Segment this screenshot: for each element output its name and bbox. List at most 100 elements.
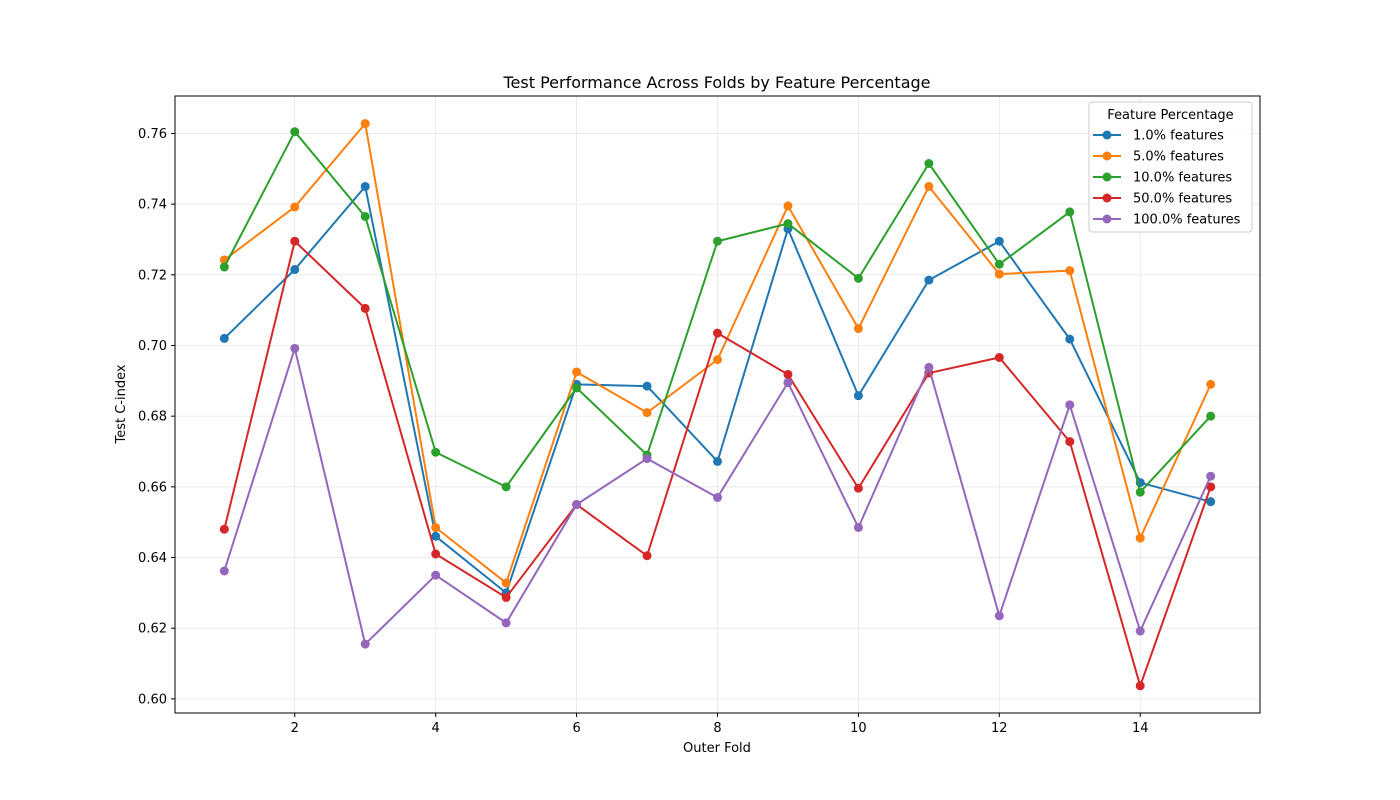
data-point xyxy=(360,181,370,191)
data-point xyxy=(783,201,793,211)
x-axis-label: Outer Fold xyxy=(683,741,751,756)
data-point xyxy=(1206,411,1216,421)
data-point xyxy=(713,355,722,365)
data-point xyxy=(219,524,229,534)
y-tick-label: 0.72 xyxy=(138,268,167,283)
data-point xyxy=(1065,437,1075,447)
data-point xyxy=(1135,533,1145,543)
legend-label: 10.0% features xyxy=(1133,171,1232,186)
data-point xyxy=(431,570,441,580)
data-point xyxy=(360,639,370,649)
data-point xyxy=(1065,334,1075,344)
data-point xyxy=(290,236,300,246)
data-point xyxy=(924,158,934,168)
data-point xyxy=(431,522,441,532)
data-point xyxy=(853,273,863,283)
y-tick-label: 0.76 xyxy=(138,127,167,142)
x-tick-label: 6 xyxy=(572,721,580,736)
data-point xyxy=(501,482,511,492)
data-point xyxy=(642,551,652,561)
y-tick-label: 0.60 xyxy=(138,692,167,707)
data-point xyxy=(501,592,511,602)
data-point xyxy=(431,447,441,457)
data-point xyxy=(1065,207,1075,217)
x-tick-label: 14 xyxy=(1132,721,1149,736)
data-point xyxy=(290,202,300,212)
data-point xyxy=(572,500,582,510)
data-point xyxy=(219,566,229,576)
data-point xyxy=(713,456,722,466)
legend-box xyxy=(1088,101,1253,233)
data-point xyxy=(501,618,511,628)
data-point xyxy=(994,259,1004,269)
legend-label: 1.0% features xyxy=(1133,129,1224,144)
data-point xyxy=(642,381,652,391)
series-group xyxy=(219,119,1216,691)
data-point xyxy=(853,522,863,532)
data-point xyxy=(1206,482,1216,492)
data-point xyxy=(219,333,229,343)
y-axis-label: Test C-index xyxy=(114,364,129,444)
data-point xyxy=(290,265,300,275)
data-point xyxy=(501,578,511,588)
x-tick-label: 10 xyxy=(850,721,867,736)
data-point xyxy=(853,391,863,401)
legend-marker xyxy=(1102,193,1112,203)
grid-lines xyxy=(175,96,1260,713)
y-tick-label: 0.74 xyxy=(138,198,167,213)
legend-title: Feature Percentage xyxy=(1107,108,1233,123)
x-tick-label: 8 xyxy=(713,721,721,736)
data-point xyxy=(994,269,1004,279)
axis-ticks: 2 4 6 8 10 12 14 0.60 0.62 0.64 0.66 0.68 0.70 0.72 0.… xyxy=(138,127,1148,736)
data-point xyxy=(783,219,793,229)
data-point xyxy=(360,119,370,129)
data-point xyxy=(1206,379,1216,389)
data-point xyxy=(783,369,793,379)
data-point xyxy=(924,275,934,285)
y-tick-label: 0.68 xyxy=(138,410,167,425)
data-point xyxy=(1065,266,1075,276)
legend-marker xyxy=(1102,151,1112,161)
data-point xyxy=(994,353,1004,363)
data-point xyxy=(360,212,370,222)
data-point xyxy=(713,236,722,246)
x-tick-label: 12 xyxy=(991,721,1008,736)
data-point xyxy=(431,531,441,541)
y-tick-label: 0.66 xyxy=(138,480,167,495)
data-point xyxy=(783,378,793,388)
data-point xyxy=(1135,487,1145,497)
data-point xyxy=(924,181,934,191)
chart-title: Test Performance Across Folds by Feature… xyxy=(502,73,930,92)
y-tick-label: 0.64 xyxy=(138,551,167,566)
data-point xyxy=(642,408,652,418)
data-point xyxy=(1065,400,1075,410)
data-point xyxy=(290,127,300,137)
data-point xyxy=(924,362,934,372)
data-point xyxy=(713,492,722,502)
data-point xyxy=(1135,681,1145,691)
legend-marker xyxy=(1102,214,1112,224)
data-point xyxy=(290,343,300,353)
legend-marker xyxy=(1102,130,1112,140)
data-point xyxy=(713,328,722,338)
data-point xyxy=(1206,497,1216,507)
data-point xyxy=(642,454,652,464)
data-point xyxy=(1135,626,1145,636)
data-point xyxy=(572,367,582,377)
data-point xyxy=(572,383,582,393)
x-tick-label: 4 xyxy=(432,721,440,736)
data-point xyxy=(853,324,863,334)
data-point xyxy=(219,262,229,272)
legend: Feature Percentage 1.0% features 5.0% feat… xyxy=(1088,101,1253,233)
x-tick-label: 2 xyxy=(291,721,299,736)
data-point xyxy=(360,303,370,313)
data-point xyxy=(994,611,1004,621)
data-point xyxy=(994,236,1004,246)
legend-marker xyxy=(1102,172,1112,182)
legend-label: 100.0% features xyxy=(1133,213,1241,228)
data-point xyxy=(853,483,863,493)
data-point xyxy=(1206,471,1216,481)
legend-label: 50.0% features xyxy=(1133,192,1232,207)
data-point xyxy=(431,549,441,559)
